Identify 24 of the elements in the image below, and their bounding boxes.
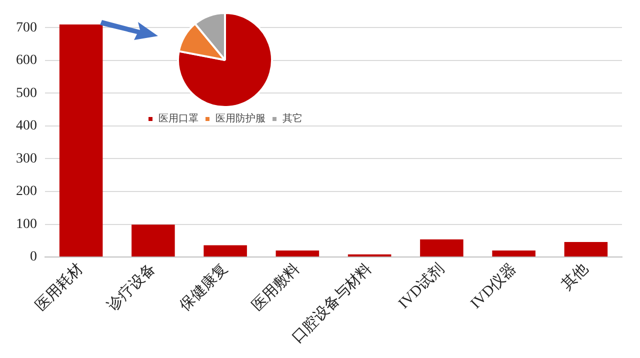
x-tick-label: 诊疗设备 — [104, 260, 159, 314]
bar — [420, 239, 464, 257]
bar — [492, 250, 536, 257]
y-tick-label: 200 — [16, 184, 37, 200]
bar — [564, 242, 608, 257]
bar — [59, 24, 103, 257]
x-tick-label: 保健康复 — [176, 260, 231, 314]
bar — [348, 254, 392, 257]
bar — [276, 250, 320, 257]
legend-label: 医用口罩 — [158, 112, 198, 125]
y-tick-label: 400 — [16, 118, 37, 134]
x-tick-label: IVD仪器 — [467, 260, 520, 312]
y-tick-label: 600 — [16, 53, 37, 68]
x-tick-label: 医用敷料 — [248, 260, 304, 314]
bar — [204, 245, 247, 257]
y-tick-label: 100 — [16, 216, 37, 232]
y-tick-label: 700 — [16, 20, 37, 36]
legend-label: 其它 — [282, 112, 302, 125]
legend-label: 医用防护服 — [216, 112, 266, 125]
x-tick-label: IVD试剂 — [395, 260, 448, 312]
y-tick-label: 300 — [16, 151, 37, 166]
y-tick-label: 500 — [16, 86, 37, 101]
bar — [132, 224, 175, 257]
x-tick-label: 其他 — [558, 260, 592, 294]
